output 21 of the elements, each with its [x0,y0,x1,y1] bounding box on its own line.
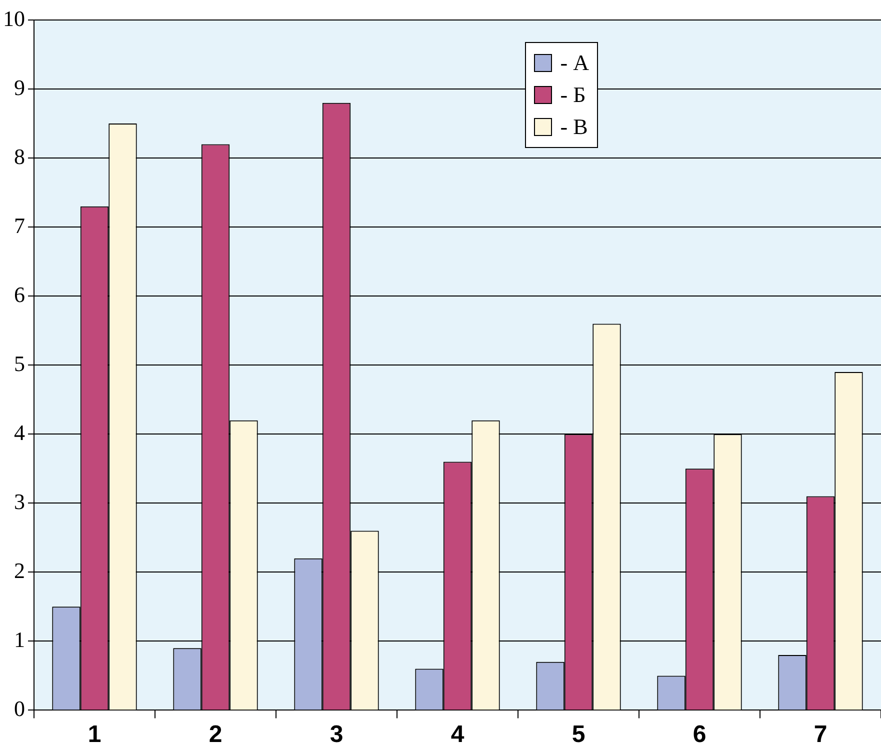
y-tick-label: 8 [14,144,25,169]
y-tick-label: 7 [14,212,25,238]
x-tick-label: 1 [88,721,102,748]
y-tick-label: 10 [3,6,25,31]
y-tick-label: 5 [14,350,25,376]
y-tick-label: 3 [14,488,25,514]
y-tick-label: 0 [14,696,25,721]
y-tick-label: 9 [14,74,25,100]
x-tick-label: 7 [814,721,828,748]
legend-label: - Б [560,82,586,108]
y-tick-label: 1 [14,626,25,652]
x-tick-label: 5 [572,721,586,748]
y-tick-label: 6 [14,282,25,307]
x-tick-label: 3 [330,721,344,748]
x-tick-label: 6 [692,721,706,748]
x-tick-label: 2 [208,721,222,748]
x-tick-label: 4 [450,721,465,748]
legend-label: - А [560,50,589,76]
y-tick-label: 2 [14,558,25,583]
legend-label: - В [560,114,588,140]
y-tick-label: 4 [14,420,25,445]
